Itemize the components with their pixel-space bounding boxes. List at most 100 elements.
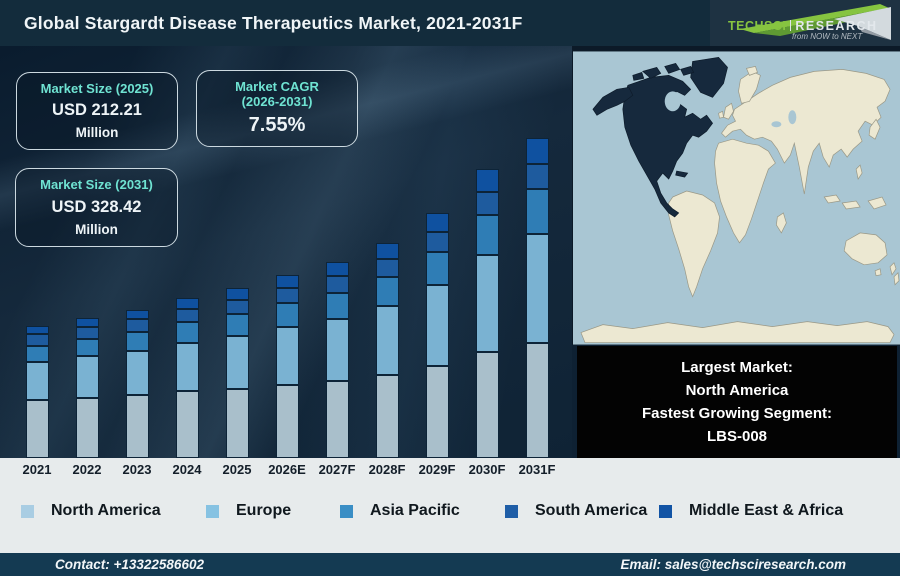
bottom-strip: 2021 2022 2023 2024 2025 2026E 2027F 2028F 2029F…	[0, 458, 900, 553]
bar-2030F-segment-middle-east-africa	[475, 169, 499, 192]
bar-2029F-segment-europe	[425, 285, 449, 366]
bar-2024	[175, 297, 199, 458]
map-japan	[868, 118, 881, 140]
bar-2026E-segment-south-america	[275, 287, 299, 304]
market-cagr-title: Market CAGR (2026-2031)	[235, 78, 319, 110]
logo-brand-secondary: RESEARCH	[795, 19, 878, 33]
map-alaska	[592, 86, 634, 116]
bar-2031F-segment-europe	[525, 234, 549, 343]
bar-2021-segment-asia-pacific	[25, 345, 49, 362]
legend-swatch-europe	[206, 505, 219, 518]
x-axis-label-2030F: 2030F	[468, 462, 506, 477]
bar-2028F-segment-middle-east-africa	[375, 243, 399, 259]
map-britain	[723, 102, 734, 120]
bar-2027F-segment-south-america	[325, 276, 349, 293]
market-cagr-box: Market CAGR (2026-2031) 7.55%	[196, 70, 358, 147]
bar-2023	[125, 309, 149, 458]
map-madagascar	[776, 212, 787, 234]
bar-2026E-segment-europe	[275, 327, 299, 385]
bar-2024-segment-middle-east-africa	[175, 297, 199, 309]
bar-2029F-segment-asia-pacific	[425, 251, 449, 286]
bar-2029F-segment-south-america	[425, 231, 449, 252]
map-iceland	[745, 65, 758, 76]
map-eurasia	[721, 69, 891, 195]
bar-2024-segment-south-america	[175, 308, 199, 323]
bar-2031F-segment-asia-pacific	[525, 189, 549, 235]
market-size-2031-title: Market Size (2031)	[40, 177, 153, 193]
map-arctic-island-3	[632, 71, 645, 81]
x-axis-label-2031F: 2031F	[518, 462, 556, 477]
bar-2022-segment-south-america	[75, 326, 99, 340]
bar-2026E-segment-asia-pacific	[275, 303, 299, 328]
map-africa	[714, 138, 776, 244]
map-arctic-island-1	[642, 66, 662, 79]
map-south-america	[668, 190, 720, 298]
legend-label-north-america: North America	[51, 502, 161, 519]
logo-brand-primary: TECHSCI	[728, 19, 787, 33]
map-new-zealand-south	[893, 272, 900, 286]
bar-2027F	[325, 262, 349, 458]
x-axis-label-2027F: 2027F	[318, 462, 356, 477]
bar-2022-segment-asia-pacific	[75, 339, 99, 357]
bar-2025	[225, 287, 249, 458]
bar-2028F-segment-north-america	[375, 375, 399, 458]
x-axis-label-2023: 2023	[122, 462, 152, 477]
logo-divider	[790, 20, 792, 31]
largest-market-box: Largest Market: North America Fastest Gr…	[577, 346, 897, 458]
bar-2031F	[525, 138, 549, 458]
map-ireland	[718, 110, 724, 119]
footer-email: Email: sales@techsciresearch.com	[620, 557, 846, 572]
footer-bar: Contact: +13322586602 Email: sales@techs…	[0, 553, 900, 576]
market-size-2025-title: Market Size (2025)	[40, 80, 154, 96]
bar-2027F-segment-north-america	[325, 381, 349, 458]
legend-label-asia-pacific: Asia Pacific	[370, 502, 460, 519]
legend-label-south-america: South America	[535, 502, 648, 519]
map-black-sea	[771, 121, 782, 128]
world-map	[573, 51, 900, 345]
fastest-segment-value: LBS-008	[706, 428, 768, 446]
legend-swatch-asia-pacific	[340, 505, 353, 518]
map-philippines	[855, 164, 863, 180]
bar-2030F	[475, 169, 499, 458]
bar-2028F-segment-asia-pacific	[375, 276, 399, 306]
bar-2028F-segment-europe	[375, 305, 399, 376]
x-axis-label-2024: 2024	[172, 462, 202, 477]
stacked-bar-chart: Market Size (2025) USD 212.21 Million Ma…	[0, 46, 572, 458]
map-tasmania	[874, 268, 882, 277]
map-indonesia-1	[823, 194, 841, 204]
bar-2021-segment-south-america	[25, 333, 49, 346]
header-bar: Global Stargardt Disease Therapeutics Ma…	[0, 0, 900, 46]
logo-text: TECHSCI RESEARCH	[728, 17, 878, 35]
footer-contact: Contact: +13322586602	[55, 557, 204, 572]
bar-2030F-segment-south-america	[475, 191, 499, 215]
bar-2025-segment-middle-east-africa	[225, 287, 249, 300]
legend-swatch-middle-east-africa	[659, 505, 672, 518]
bar-2027F-segment-asia-pacific	[325, 292, 349, 319]
market-size-2031-value: USD 328.42	[51, 197, 142, 216]
bar-2024-segment-asia-pacific	[175, 322, 199, 343]
x-axis-label-2022: 2022	[72, 462, 102, 477]
map-greenland	[690, 57, 728, 98]
map-antarctica	[580, 321, 895, 343]
bar-2028F-segment-south-america	[375, 258, 399, 277]
legend-label-europe: Europe	[236, 502, 292, 519]
bar-2022-segment-middle-east-africa	[75, 317, 99, 327]
logo-tagline: from NOW to NEXT	[792, 32, 863, 41]
bar-2021-segment-europe	[25, 361, 49, 400]
bar-2022-segment-north-america	[75, 397, 99, 458]
market-size-2031-unit: Million	[75, 221, 118, 237]
market-cagr-title-line1: Market CAGR	[235, 78, 319, 94]
bar-2021	[25, 326, 49, 458]
market-cagr-value: 7.55%	[248, 114, 306, 137]
bar-2025-segment-north-america	[225, 388, 249, 458]
x-axis-label-2025: 2025	[222, 462, 252, 477]
market-cagr-title-line2: (2026-2031)	[241, 93, 313, 109]
legend-swatch-north-america	[21, 505, 34, 518]
map-arctic-island-2	[664, 63, 681, 74]
fastest-segment-label: Fastest Growing Segment:	[641, 405, 833, 422]
bar-2021-segment-north-america	[25, 399, 49, 458]
bar-2023-segment-south-america	[125, 319, 149, 333]
bar-2026E-segment-middle-east-africa	[275, 275, 299, 288]
bar-2024-segment-north-america	[175, 391, 199, 458]
